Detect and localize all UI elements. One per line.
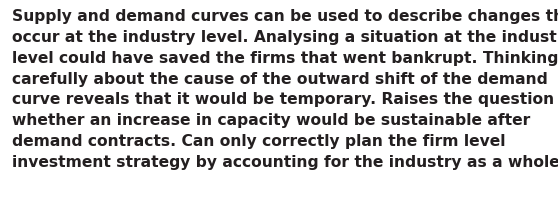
Text: Supply and demand curves can be used to describe changes that
occur at the indus: Supply and demand curves can be used to … (12, 9, 558, 170)
